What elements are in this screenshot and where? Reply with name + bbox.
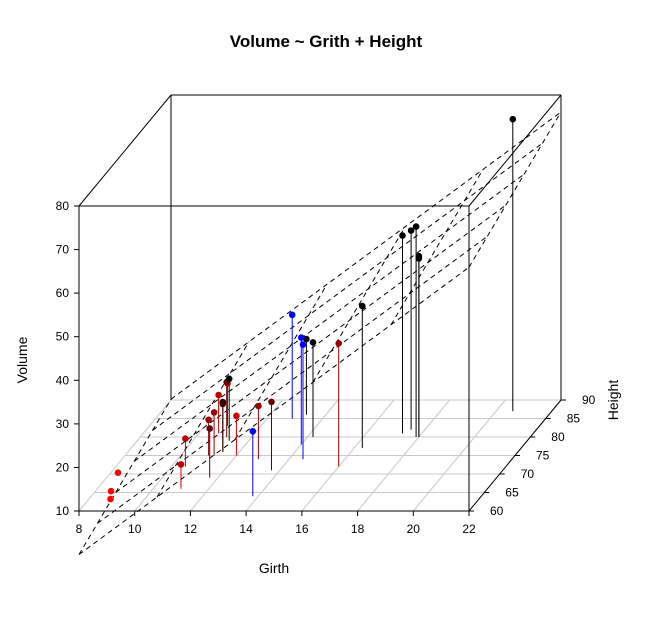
z-tick-label: 70 (56, 243, 70, 257)
axis-ticks: 8 10 12 14 16 18 20 221020304050607080606570758… (56, 199, 596, 536)
data-point (298, 334, 305, 341)
x-tick-label: 14 (239, 522, 253, 536)
y-axis-label: Height (605, 380, 621, 421)
z-tick-label: 50 (56, 330, 70, 344)
z-tick-label: 30 (56, 417, 70, 431)
z-tick-label: 10 (56, 504, 70, 518)
box-edge (78, 94, 172, 207)
data-point (255, 402, 262, 410)
z-tick-label: 20 (56, 460, 70, 474)
plane-line (170, 111, 562, 400)
y-tick-label: 65 (505, 486, 519, 500)
floor-grid (78, 399, 562, 512)
data-point (249, 428, 257, 435)
data-point (225, 375, 233, 383)
z-axis-label: Volume (14, 336, 30, 383)
x-tick-label: 22 (462, 522, 476, 536)
data-point (335, 340, 343, 347)
y-tick-label: 60 (490, 504, 504, 518)
x-tick-label: 16 (295, 522, 309, 536)
x-axis-label: Girth (259, 560, 289, 576)
data-points (107, 115, 517, 503)
data-point (399, 232, 406, 239)
data-point (415, 255, 423, 262)
data-point (219, 398, 227, 406)
x-tick-label: 8 (76, 522, 83, 536)
x-tick-label: 12 (184, 522, 198, 536)
data-point (107, 495, 114, 503)
data-point (206, 425, 213, 432)
data-point (205, 416, 212, 424)
data-point (107, 487, 115, 495)
plane-line (234, 284, 328, 440)
z-tick-label: 40 (56, 373, 70, 387)
data-point (359, 302, 366, 310)
y-tick-label: 70 (521, 467, 535, 481)
z-tick-label: 80 (56, 199, 70, 213)
data-point (288, 311, 296, 319)
data-point (215, 391, 222, 399)
z-tick-label: 60 (56, 286, 70, 300)
plane-line (115, 204, 507, 493)
plane-line (78, 398, 172, 555)
y-tick-label: 80 (551, 430, 565, 444)
data-point (412, 223, 420, 230)
data-point (114, 469, 122, 477)
data-point (509, 115, 517, 123)
data-point (309, 339, 317, 346)
y-tick-label: 85 (567, 412, 581, 426)
data-point (233, 412, 240, 420)
x-tick-label: 18 (351, 522, 365, 536)
x-tick-label: 20 (407, 522, 421, 536)
x-tick-label: 10 (128, 522, 142, 536)
y-tick-label: 75 (536, 449, 550, 463)
data-point (407, 227, 415, 234)
plane-line (390, 169, 484, 326)
box-edge (468, 94, 562, 207)
point-stems (110, 119, 514, 500)
chart-title: Volume ~ Grith + Height (230, 32, 423, 51)
data-point (210, 409, 218, 416)
data-point (303, 335, 310, 343)
data-point (177, 461, 185, 468)
data-point (182, 435, 189, 443)
plane-line (468, 111, 562, 268)
data-point (299, 341, 307, 348)
regression-plane (78, 111, 562, 555)
plane-line (156, 341, 250, 498)
y-tick-label: 90 (582, 393, 596, 407)
data-point (268, 398, 275, 406)
plane-line (152, 142, 543, 431)
plane-line (312, 226, 406, 383)
